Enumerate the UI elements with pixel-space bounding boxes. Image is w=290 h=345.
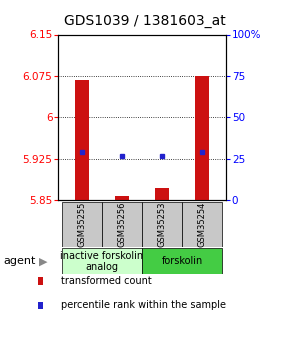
Bar <box>102 202 142 247</box>
Bar <box>195 76 209 200</box>
Text: GSM35253: GSM35253 <box>158 201 167 247</box>
Text: GSM35254: GSM35254 <box>198 201 207 247</box>
Text: agent: agent <box>3 256 35 266</box>
Bar <box>115 196 129 200</box>
Text: ▶: ▶ <box>39 256 48 266</box>
Bar <box>142 202 182 247</box>
Text: inactive forskolin
analog: inactive forskolin analog <box>61 250 144 272</box>
Text: transformed count: transformed count <box>61 276 152 286</box>
Text: forskolin: forskolin <box>162 256 203 266</box>
Bar <box>182 202 222 247</box>
Bar <box>142 248 222 274</box>
Text: percentile rank within the sample: percentile rank within the sample <box>61 300 226 310</box>
Bar <box>62 248 142 274</box>
Text: GSM35255: GSM35255 <box>77 201 86 247</box>
Bar <box>155 188 169 200</box>
Text: GDS1039 / 1381603_at: GDS1039 / 1381603_at <box>64 14 226 28</box>
Bar <box>62 202 102 247</box>
Text: GSM35256: GSM35256 <box>117 201 126 247</box>
Bar <box>75 80 89 200</box>
